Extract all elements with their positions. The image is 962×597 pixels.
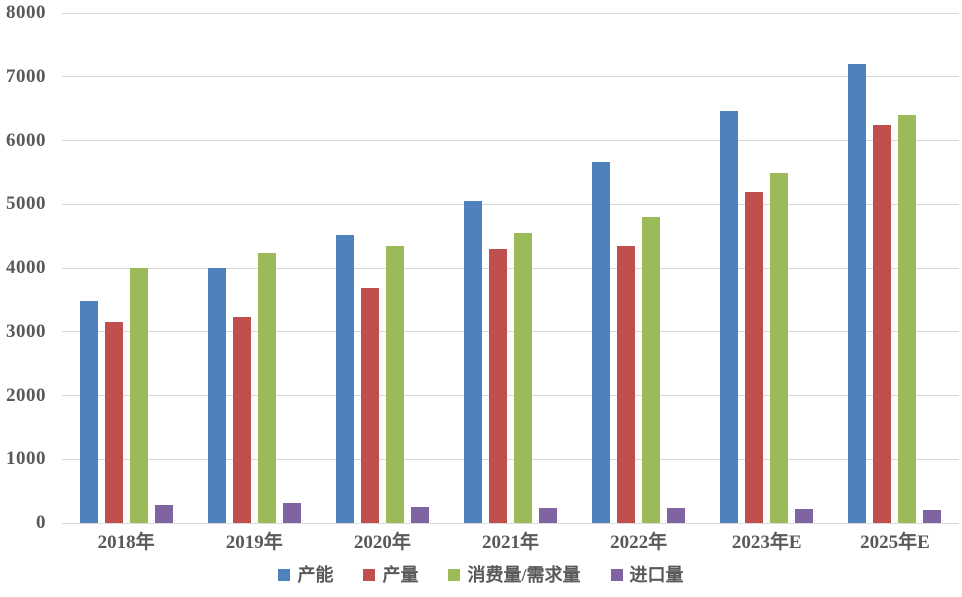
x-tick-label: 2023年E [731, 532, 802, 553]
x-tick-label: 2019年 [225, 532, 283, 553]
legend-item-consumption-demand: 消费量/需求量 [448, 564, 581, 586]
bar-production [873, 124, 892, 523]
legend-label-production: 产量 [382, 565, 419, 585]
bar-consumption-demand [642, 217, 661, 523]
y-tick-label: 3000 [6, 320, 46, 342]
gridline [62, 140, 959, 141]
y-tick-label: 2000 [6, 384, 46, 406]
legend-item-imports: 进口量 [610, 564, 684, 586]
bar-consumption-demand [898, 115, 917, 523]
bar-imports [282, 502, 301, 523]
bar-production [745, 192, 764, 523]
bar-production [360, 287, 379, 523]
bar-imports [667, 508, 686, 523]
bar-consumption-demand [257, 253, 276, 523]
y-tick-label: 5000 [6, 193, 46, 215]
x-tick-label: 2021年 [481, 532, 539, 553]
y-tick-label: 4000 [6, 257, 46, 278]
bar-capacity [79, 301, 98, 523]
x-tick-label: 2022年 [610, 532, 668, 553]
bar-production [232, 317, 251, 523]
legend: 产能 产量 消费量/需求量 进口量 [0, 564, 962, 586]
bar-capacity [848, 64, 867, 523]
y-tick-label: 7000 [6, 65, 46, 87]
bar-capacity [720, 111, 739, 523]
gridline [62, 458, 959, 460]
legend-label-consumption-demand: 消费量/需求量 [467, 565, 581, 585]
legend-marker-capacity [278, 569, 291, 581]
bar-consumption-demand [770, 173, 789, 523]
legend-item-capacity: 产能 [278, 564, 333, 586]
bar-capacity [592, 161, 611, 523]
legend-marker-imports [610, 569, 623, 581]
legend-marker-consumption-demand [448, 569, 461, 581]
x-tick-label: 2018年 [97, 532, 155, 553]
plot-area [62, 12, 959, 524]
bar-group [446, 13, 574, 523]
bar-group [62, 13, 190, 523]
legend-label-capacity: 产能 [297, 565, 334, 585]
bar-capacity [463, 201, 482, 523]
bar-group [318, 13, 446, 523]
gridline [62, 76, 959, 78]
y-tick-label: 6000 [6, 129, 46, 151]
bar-group [190, 13, 318, 523]
gridline [62, 12, 959, 14]
bar-group [575, 13, 703, 523]
bar-production [617, 246, 636, 523]
legend-label-imports: 进口量 [629, 565, 684, 585]
y-tick-label: 8000 [6, 2, 46, 23]
bar-imports [410, 507, 429, 523]
bar-consumption-demand [385, 245, 404, 523]
gridline [62, 331, 959, 333]
bar-group [831, 13, 959, 523]
y-tick-label: 0 [36, 512, 46, 533]
bar-consumption-demand [129, 268, 148, 523]
legend-item-production: 产量 [363, 564, 418, 586]
gridline [62, 395, 959, 396]
bar-imports [923, 509, 942, 523]
x-axis: 2018年 2019年 2020年 2021年 2022年 2023年E 2025年E [62, 531, 959, 555]
bar-production [104, 322, 123, 523]
bar-capacity [207, 268, 226, 523]
x-tick-label: 2025年E [860, 532, 930, 553]
x-tick-label: 2020年 [353, 532, 411, 553]
legend-marker-production [363, 569, 376, 581]
gridline [62, 267, 959, 269]
gridline [62, 203, 959, 205]
bar-consumption-demand [513, 232, 532, 523]
bar-capacity [335, 234, 354, 523]
bar-production [488, 248, 507, 523]
y-tick-label: 1000 [6, 448, 46, 470]
bar-imports [795, 508, 814, 523]
bar-imports [154, 505, 173, 523]
bar-groups [62, 13, 959, 523]
bar-group [703, 13, 831, 523]
bar-imports [538, 507, 557, 523]
